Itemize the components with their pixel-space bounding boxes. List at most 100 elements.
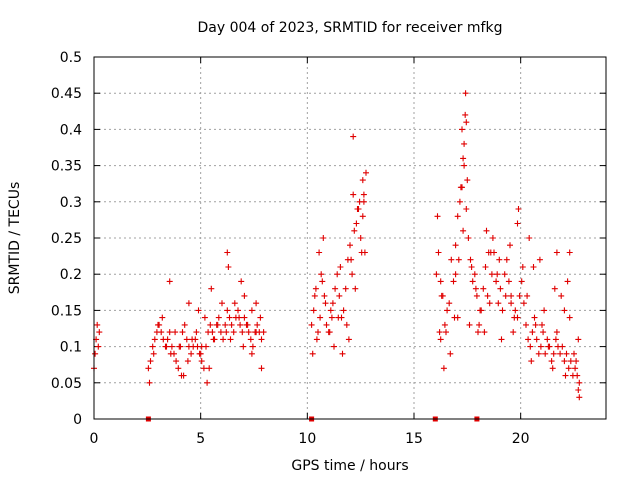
data-point xyxy=(313,336,320,343)
data-point xyxy=(245,329,252,336)
data-point xyxy=(316,249,323,256)
data-point xyxy=(315,329,321,336)
data-point xyxy=(201,314,208,321)
data-point xyxy=(172,329,179,336)
data-point xyxy=(508,300,515,307)
data-point xyxy=(244,321,251,328)
data-point xyxy=(166,329,173,336)
data-point xyxy=(235,307,241,314)
data-point xyxy=(496,256,503,263)
data-point xyxy=(486,300,493,307)
data-point xyxy=(452,242,459,249)
data-point xyxy=(237,321,244,328)
data-point xyxy=(466,321,473,328)
data-point xyxy=(550,350,557,357)
data-point xyxy=(483,227,490,234)
data-point xyxy=(332,285,339,292)
chart-title: Day 004 of 2023, SRMTID for receiver mfk… xyxy=(198,20,503,36)
data-point xyxy=(198,358,205,365)
y-tick-label: 0.25 xyxy=(51,231,82,247)
data-point xyxy=(340,307,347,314)
data-point xyxy=(545,343,552,350)
data-point xyxy=(185,300,192,307)
data-points xyxy=(91,90,583,401)
data-point xyxy=(248,307,255,314)
data-point xyxy=(472,285,479,292)
data-point xyxy=(461,162,468,169)
data-point xyxy=(345,336,352,343)
data-point xyxy=(440,365,447,372)
data-point xyxy=(241,292,248,299)
data-point xyxy=(441,321,448,328)
data-point xyxy=(460,227,467,234)
data-point xyxy=(238,278,245,285)
data-point xyxy=(505,278,512,285)
data-point xyxy=(489,235,496,241)
data-point xyxy=(572,365,579,372)
x-tick-label: 5 xyxy=(196,431,205,447)
data-point xyxy=(436,329,443,336)
data-point xyxy=(96,329,103,336)
data-point xyxy=(231,300,238,307)
data-point xyxy=(339,350,346,357)
data-point xyxy=(549,365,556,372)
data-point xyxy=(537,343,544,350)
data-point xyxy=(224,249,231,256)
data-point xyxy=(320,235,327,241)
data-point xyxy=(435,249,442,256)
data-point xyxy=(557,350,564,357)
x-tick-label: 0 xyxy=(90,431,99,447)
data-point xyxy=(444,307,451,314)
data-point xyxy=(463,119,470,126)
data-point xyxy=(311,292,318,299)
data-point xyxy=(92,350,99,357)
data-point xyxy=(210,336,217,343)
y-axis-label: SRMTID / TECUs xyxy=(7,182,23,295)
data-point xyxy=(565,365,572,372)
x-axis-label: GPS time / hours xyxy=(291,458,408,474)
data-point xyxy=(459,126,465,133)
data-point xyxy=(512,307,519,314)
data-point xyxy=(360,198,367,205)
data-point xyxy=(350,191,357,198)
data-point xyxy=(516,292,523,299)
data-point xyxy=(566,249,573,256)
data-point xyxy=(561,307,568,314)
data-point xyxy=(526,235,533,241)
data-point xyxy=(357,235,364,241)
data-point xyxy=(515,206,522,212)
data-point xyxy=(258,336,265,343)
data-point xyxy=(524,292,531,299)
data-point xyxy=(561,358,568,365)
data-point xyxy=(176,343,183,350)
data-point xyxy=(467,256,474,263)
data-point xyxy=(328,314,335,321)
data-point xyxy=(146,379,153,386)
data-point xyxy=(241,314,248,321)
data-point xyxy=(249,343,256,350)
data-point xyxy=(329,300,336,307)
data-point xyxy=(354,206,361,212)
data-point xyxy=(327,307,334,314)
data-point xyxy=(326,329,333,336)
data-point xyxy=(228,321,235,328)
y-tick-label: 0.2 xyxy=(60,267,82,283)
data-point xyxy=(437,278,444,285)
data-point xyxy=(189,336,196,343)
data-point xyxy=(544,336,551,343)
data-point xyxy=(204,379,211,386)
data-point xyxy=(198,343,205,350)
data-point xyxy=(178,372,185,379)
data-point xyxy=(553,329,560,336)
data-point xyxy=(322,300,329,307)
data-point xyxy=(248,350,255,357)
data-point xyxy=(558,292,565,299)
data-point xyxy=(519,264,526,270)
data-point xyxy=(323,321,330,328)
data-point xyxy=(462,111,469,118)
data-point xyxy=(574,372,581,379)
data-point xyxy=(321,292,328,299)
data-point xyxy=(188,350,195,357)
data-point xyxy=(310,307,317,314)
